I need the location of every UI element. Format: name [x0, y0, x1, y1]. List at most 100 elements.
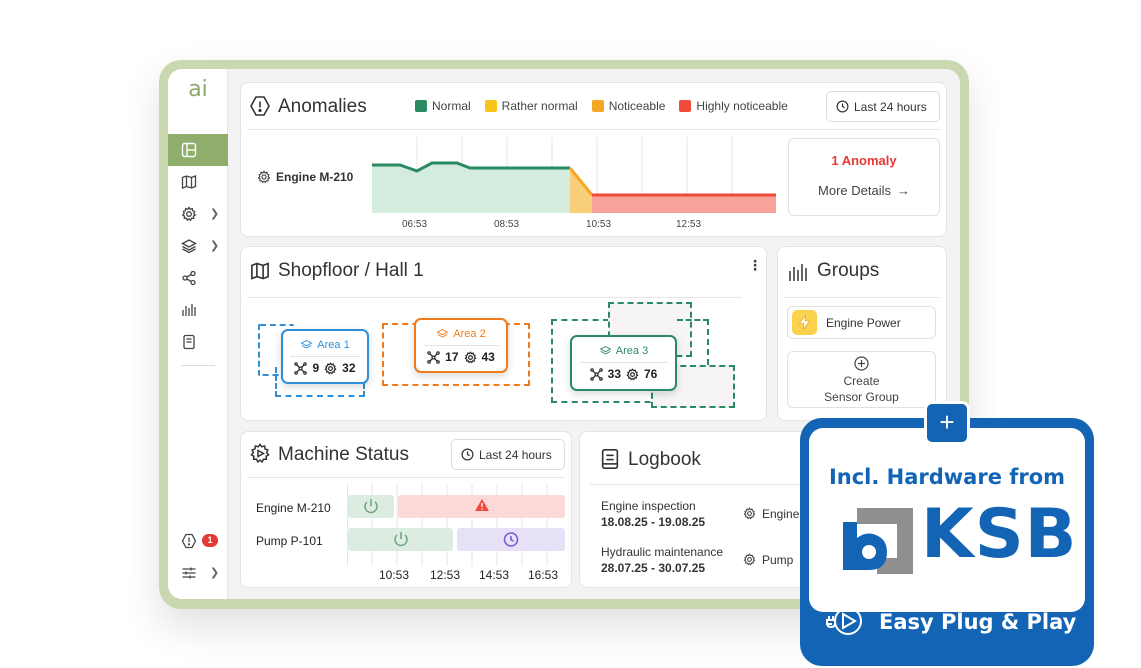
- plug-play-icon: [826, 607, 862, 635]
- time-tick: 14:53: [479, 568, 510, 582]
- legend-item-normal: Normal: [415, 99, 471, 113]
- log-entry-dates: 28.07.25 - 30.07.25: [601, 561, 706, 575]
- divider: [247, 129, 941, 130]
- ksb-promo-badge: Incl. Hardware from KSB Easy Plug & Play: [800, 418, 1094, 666]
- dashboard-icon: [181, 142, 197, 158]
- plus-circle-icon: [854, 356, 869, 371]
- time-tick: 10:53: [379, 568, 410, 582]
- anomalies-engine-label: Engine M-210: [276, 170, 354, 184]
- divider: [784, 297, 940, 298]
- area-3-card[interactable]: Area 3 33 76: [570, 335, 677, 391]
- sidebar-divider: [181, 365, 215, 366]
- anomalies-legend: Normal Rather normal Noticeable Highly n…: [415, 99, 788, 113]
- highly-noticeable-area: [592, 195, 776, 213]
- divider: [423, 345, 499, 346]
- clock-icon: [503, 532, 519, 547]
- sidebar-item-dashboard[interactable]: [168, 134, 228, 166]
- ksb-brand-text: KSB: [921, 495, 1078, 574]
- area-name: Area 3: [615, 345, 649, 357]
- promo-plus-button[interactable]: +: [924, 401, 970, 445]
- machine-status-grid: [347, 484, 565, 566]
- machine-count: 43: [481, 350, 495, 364]
- gear-play-icon: [250, 443, 270, 464]
- more-details-link[interactable]: More Details →: [818, 183, 910, 198]
- sensor-network-icon: [589, 367, 603, 381]
- area-name: Area 1: [317, 339, 350, 351]
- area-name: Area 2: [453, 328, 486, 340]
- sidebar-item-sensors[interactable]: [168, 294, 228, 326]
- anomaly-count: 1 Anomaly: [831, 153, 897, 168]
- shopfloor-title: Shopfloor / Hall 1: [278, 260, 424, 281]
- time-tick: 12:53: [676, 219, 702, 230]
- chevron-right-icon: ❯: [210, 240, 220, 252]
- promo-headline: Incl. Hardware from: [828, 465, 1066, 489]
- lightning-icon: [792, 310, 817, 335]
- sidebar-item-logbook[interactable]: [168, 326, 228, 358]
- signal-bars-icon: [789, 264, 807, 281]
- legend-swatch: [679, 100, 692, 112]
- log-entry-title[interactable]: Engine inspection: [601, 499, 696, 513]
- map-icon: [181, 175, 197, 189]
- ksb-promo-panel: Incl. Hardware from KSB: [809, 428, 1085, 612]
- time-tick: 10:53: [586, 219, 612, 230]
- anomalies-chart: [372, 137, 776, 213]
- legend-item-rather-normal: Rather normal: [484, 99, 578, 113]
- sidebar-item-alerts[interactable]: 1: [168, 525, 228, 557]
- gear-icon: [181, 206, 197, 222]
- running-segment: [348, 528, 453, 551]
- running-segment: [348, 495, 394, 518]
- sidebar-item-settings[interactable]: ❯: [168, 557, 228, 589]
- alerts-count-badge: 1: [202, 534, 218, 547]
- machine-row-label: Engine M-210: [256, 501, 331, 515]
- machine-count: 32: [342, 361, 356, 375]
- noticeable-line: [568, 167, 594, 196]
- divider: [247, 477, 565, 478]
- time-tick: 16:53: [528, 568, 559, 582]
- legend-item-highly-noticeable: Highly noticeable: [679, 99, 788, 113]
- anomalies-title: Anomalies: [278, 96, 367, 117]
- divider: [247, 297, 742, 298]
- create-sensor-group-button[interactable]: Create Sensor Group: [787, 351, 936, 408]
- sidebar-item-layers[interactable]: ❯: [168, 230, 228, 262]
- groups-card: Groups Engine Power Create Sensor Group: [777, 246, 947, 421]
- layers-icon: [599, 345, 612, 355]
- area-2-card[interactable]: Area 2 17 43: [414, 318, 508, 373]
- sidebar-item-share[interactable]: [168, 262, 228, 294]
- anomalies-time-range-button[interactable]: Last 24 hours: [826, 91, 940, 122]
- more-options-icon[interactable]: ⋮: [748, 257, 762, 273]
- gear-icon: [743, 507, 756, 520]
- gear-icon: [626, 367, 639, 380]
- gear-icon: [463, 350, 477, 363]
- sliders-icon: [182, 567, 196, 579]
- gear-icon: [257, 170, 271, 184]
- layers-icon: [436, 328, 449, 338]
- sensor-count: 9: [312, 361, 320, 375]
- sidebar-item-machines[interactable]: ❯: [168, 198, 228, 230]
- time-tick: 12:53: [430, 568, 461, 582]
- machine-status-time-range-button[interactable]: Last 24 hours: [451, 439, 565, 470]
- chevron-right-icon: ❯: [210, 208, 220, 220]
- machine-count: 76: [644, 367, 658, 381]
- group-item-engine-power[interactable]: Engine Power: [787, 306, 936, 339]
- divider: [290, 356, 360, 357]
- clock-icon: [461, 448, 474, 461]
- normal-area: [372, 163, 570, 213]
- chevron-right-icon: ❯: [210, 567, 220, 579]
- sensor-network-icon: [294, 361, 308, 375]
- alert-hexagon-icon: [181, 533, 197, 549]
- time-tick: 06:53: [402, 219, 428, 230]
- groups-title: Groups: [817, 260, 880, 281]
- sidebar: ai ❯ ❯ 1 ❯: [168, 69, 228, 599]
- divider: [579, 362, 668, 363]
- warning-icon: [475, 499, 489, 511]
- divider: [590, 484, 870, 485]
- time-tick: 08:53: [494, 219, 520, 230]
- power-icon: [394, 532, 408, 547]
- area-1-card[interactable]: Area 1 9 32: [281, 329, 369, 384]
- gear-icon: [743, 553, 756, 566]
- machine-status-card: Machine Status Last 24 hours Engine M-21…: [240, 431, 572, 588]
- log-entry-title[interactable]: Hydraulic maintenance: [601, 545, 724, 559]
- sidebar-item-map[interactable]: [168, 166, 228, 198]
- legend-item-noticeable: Noticeable: [591, 99, 665, 113]
- anomaly-summary-box: 1 Anomaly More Details →: [788, 138, 940, 216]
